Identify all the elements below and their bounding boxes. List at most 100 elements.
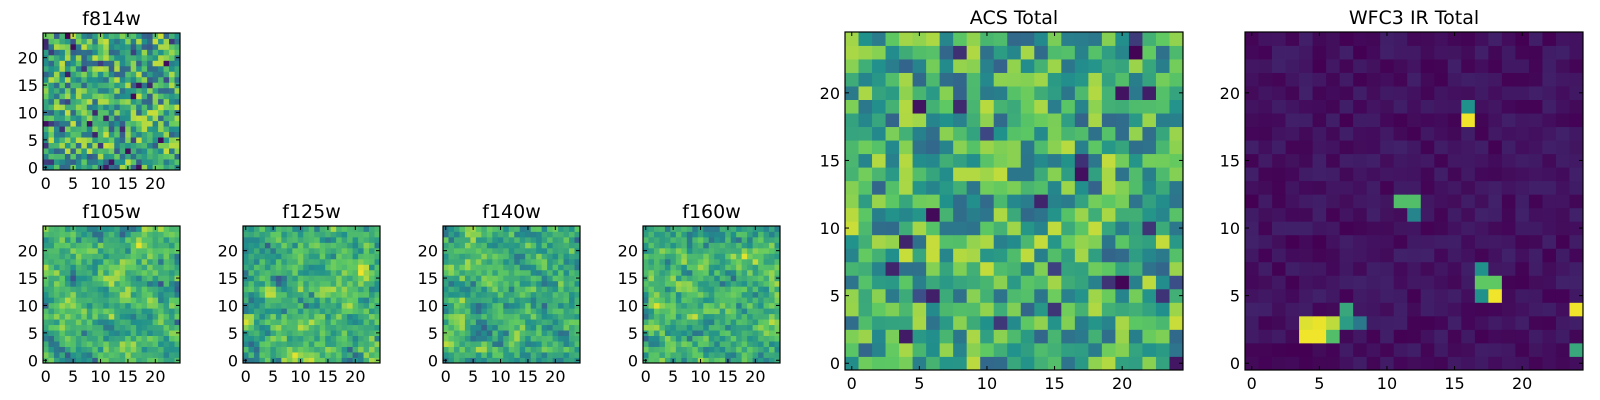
heatmap-cell (86, 109, 93, 116)
heatmap-cell (574, 280, 581, 287)
heatmap-cell (136, 286, 143, 293)
heatmap-cell (53, 38, 60, 45)
heatmap-cell (536, 264, 543, 271)
heatmap-cell (459, 319, 466, 326)
heatmap-cell (158, 297, 164, 304)
heatmap-cell (1020, 207, 1035, 222)
heatmap-cell (708, 242, 715, 249)
heatmap-cell (81, 115, 88, 122)
heatmap-cell (152, 38, 159, 45)
heatmap-cell (103, 49, 110, 56)
chart-title: f814w (82, 8, 141, 30)
heatmap-cell (125, 65, 132, 72)
heatmap-cell (899, 329, 913, 344)
heatmap-cell (59, 148, 66, 154)
heatmap-cell (536, 330, 543, 336)
heatmap-cell (659, 291, 666, 298)
heatmap-cell (70, 71, 77, 78)
heatmap-cell (643, 291, 649, 298)
heatmap-cell (845, 261, 859, 276)
heatmap-cell (741, 308, 748, 315)
heatmap-cell (43, 286, 49, 293)
heatmap-cell (130, 71, 137, 78)
heatmap-cell (308, 335, 315, 342)
heatmap-cell (325, 291, 332, 298)
heatmap-cell (845, 167, 859, 182)
heatmap-cell (325, 319, 332, 326)
heatmap-cell (1088, 194, 1103, 209)
heatmap-cell (92, 324, 99, 331)
heatmap-cell (325, 302, 332, 309)
heatmap-cell (125, 104, 132, 111)
heatmap-cell (81, 280, 88, 287)
heatmap-cell (664, 330, 671, 336)
heatmap-cell (314, 247, 321, 254)
heatmap-cell (81, 324, 88, 331)
heatmap-cell (912, 99, 927, 114)
heatmap-cell (912, 275, 927, 290)
heatmap-cell (1299, 72, 1313, 87)
heatmap-cell (1407, 194, 1422, 209)
heatmap-cell (675, 258, 682, 265)
heatmap-cell (147, 324, 153, 331)
heatmap-cell (1047, 194, 1062, 209)
heatmap-cell (714, 231, 721, 238)
heatmap-cell (103, 120, 110, 127)
heatmap-cell (1128, 302, 1143, 317)
heatmap-cell (681, 335, 688, 342)
heatmap-cell (980, 356, 995, 371)
heatmap-cell (303, 308, 310, 315)
heatmap-cell (1488, 140, 1503, 155)
heatmap-cell (1420, 45, 1435, 60)
heatmap-cell (719, 313, 726, 320)
heatmap-cell (1407, 329, 1422, 344)
heatmap-cell (741, 330, 748, 336)
heatmap-cell (70, 324, 77, 331)
heatmap-cell (653, 280, 660, 287)
heatmap-cell (1020, 194, 1035, 209)
heatmap-cell (1488, 167, 1503, 182)
heatmap-cell (664, 275, 671, 282)
heatmap-cell (725, 319, 732, 326)
heatmap-cell (1488, 194, 1503, 209)
heatmap-cell (1061, 99, 1076, 114)
heatmap-cell (464, 231, 471, 238)
heatmap-cell (163, 280, 170, 287)
heatmap-cell (147, 357, 153, 364)
heatmap-cell (741, 341, 748, 347)
heatmap-cell (1245, 342, 1259, 357)
heatmap-cell (70, 319, 77, 326)
heatmap-cell (552, 242, 559, 249)
heatmap-cell (374, 297, 381, 304)
heatmap-cell (163, 335, 170, 342)
heatmap-cell (486, 302, 493, 309)
heatmap-cell (552, 253, 559, 260)
heatmap-cell (158, 231, 164, 238)
heatmap-cell (169, 231, 175, 238)
heatmap-cell (147, 297, 153, 304)
heatmap-cell (1312, 167, 1327, 182)
heatmap-cell (653, 291, 660, 298)
heatmap-cell (169, 164, 175, 171)
heatmap-cell (1258, 99, 1273, 114)
heatmap-cell (48, 291, 55, 298)
heatmap-cell (525, 253, 532, 260)
heatmap-cell (1312, 221, 1327, 236)
heatmap-cell (569, 231, 575, 238)
heatmap-cell (1128, 167, 1143, 182)
heatmap-cell (563, 308, 570, 315)
heatmap-cell (341, 346, 348, 353)
heatmap-cell (1393, 288, 1408, 303)
heatmap-cell (697, 297, 704, 304)
heatmap-cell (286, 231, 293, 238)
heatmap-cell (114, 98, 121, 105)
heatmap-cell (369, 286, 375, 293)
heatmap-cell (119, 346, 126, 353)
heatmap-cell (114, 65, 121, 72)
heatmap-cell (758, 226, 764, 232)
heatmap-cell (872, 315, 886, 330)
heatmap-cell (675, 330, 682, 336)
heatmap-cell (470, 236, 477, 243)
heatmap-cell (174, 115, 181, 122)
heatmap-cell (97, 319, 104, 326)
